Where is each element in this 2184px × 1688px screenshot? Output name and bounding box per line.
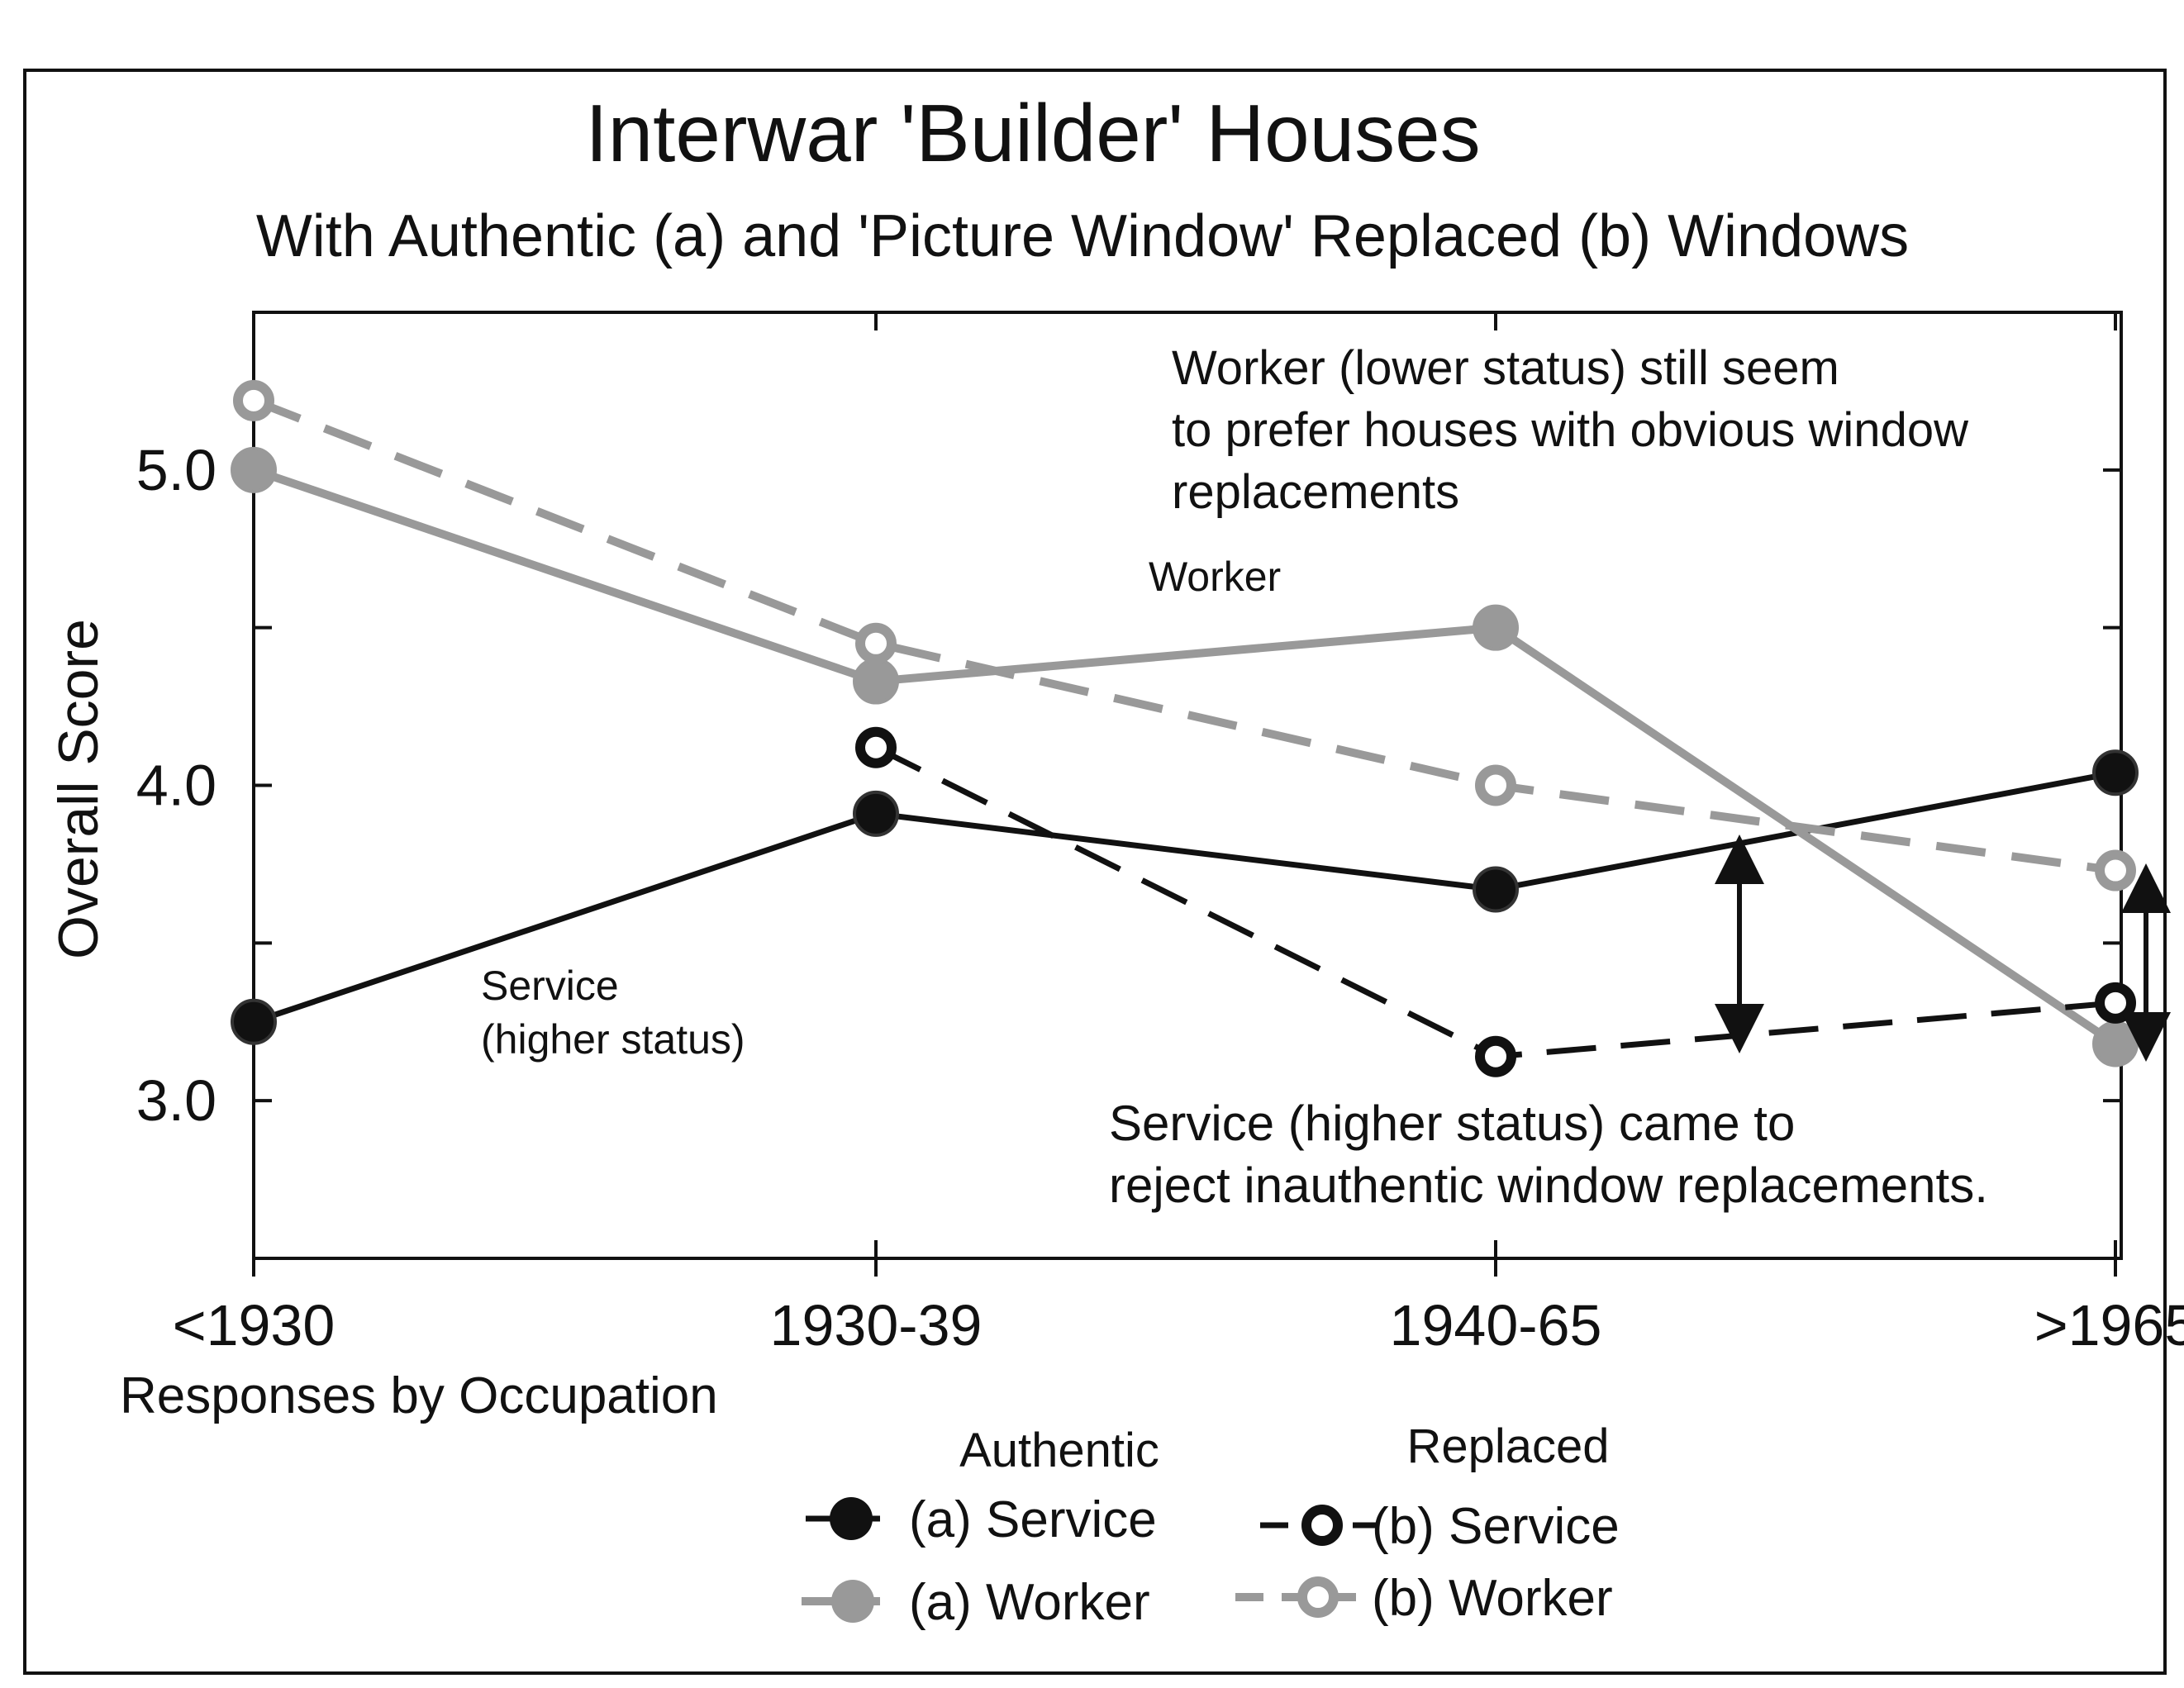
x-axis-label: Responses by Occupation: [120, 1367, 718, 1424]
worker-label: Worker: [1149, 554, 1281, 600]
legend-label-b-service: (b) Service: [1372, 1498, 1620, 1555]
point-b-service: [2095, 982, 2136, 1024]
legend-marker-b-service: [1301, 1505, 1343, 1546]
point-a-worker: [231, 446, 277, 493]
point-a-worker: [1473, 604, 1519, 651]
point-b-service: [855, 726, 897, 768]
legend-label-b-worker: (b) Worker: [1372, 1570, 1613, 1627]
point-b-service: [1475, 1035, 1516, 1077]
y-axis-label: Overall Score: [47, 619, 110, 959]
y-tick-label: 5.0: [136, 438, 216, 502]
point-a-service: [2092, 749, 2139, 796]
chart-subtitle: With Authentic (a) and 'Picture Window' …: [256, 203, 1909, 269]
point-b-worker: [855, 622, 897, 664]
x-tick-label: 1940-65: [1390, 1293, 1602, 1358]
y-tick-label: 4.0: [136, 754, 216, 818]
point-a-service: [1473, 866, 1519, 913]
legend-label-a-worker: (a) Worker: [909, 1574, 1150, 1631]
service-note-line-1: Service (higher status) came to: [1109, 1096, 1795, 1151]
point-b-worker: [1475, 764, 1516, 806]
service-label-line-1: Service: [481, 963, 619, 1009]
point-b-worker: [233, 379, 274, 421]
point-a-service: [853, 790, 899, 837]
legend: Authentic Replaced (a) Service (a) Worker…: [802, 1419, 1620, 1631]
point-a-service: [231, 998, 277, 1045]
point-b-worker: [2095, 849, 2136, 892]
service-note-line-2: reject inauthentic window replacements.: [1109, 1158, 1988, 1213]
worker-note-line-2: to prefer houses with obvious window: [1172, 403, 1969, 457]
point-a-worker: [2092, 1020, 2139, 1067]
series-line-b-worker: [252, 397, 2116, 875]
worker-note-line-1: Worker (lower status) still seem: [1172, 341, 1839, 395]
worker-note-line-3: replacements: [1172, 465, 1459, 519]
legend-label-a-service: (a) Service: [909, 1491, 1157, 1548]
legend-marker-a-worker: [831, 1580, 874, 1623]
legend-marker-b-worker: [1297, 1576, 1339, 1618]
legend-group-replaced: Replaced: [1406, 1419, 1609, 1473]
series-line-a-worker: [252, 466, 2118, 1048]
point-a-worker: [853, 658, 899, 705]
x-tick-label: 1930-39: [770, 1293, 983, 1358]
service-label-line-2: (higher status): [481, 1016, 745, 1063]
x-tick-label: >1965: [2034, 1293, 2184, 1358]
x-tick-label: <1930: [173, 1293, 335, 1358]
legend-marker-a-service: [830, 1497, 873, 1540]
y-tick-label: 3.0: [136, 1068, 216, 1133]
chart-title: Interwar 'Builder' Houses: [585, 88, 1480, 178]
legend-group-authentic: Authentic: [959, 1424, 1159, 1477]
